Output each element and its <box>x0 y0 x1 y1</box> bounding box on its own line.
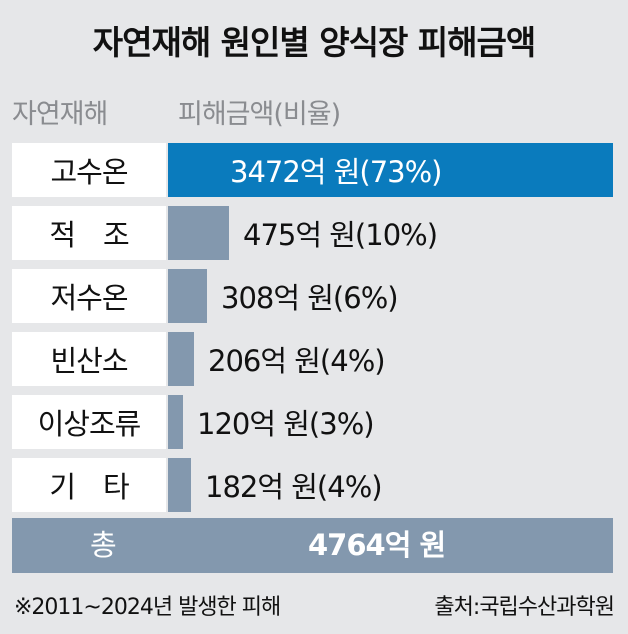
bar <box>168 332 194 386</box>
category-label: 이상조류 <box>12 395 166 449</box>
bar <box>168 269 207 323</box>
bar <box>168 458 191 512</box>
total-value: 4764억 원 <box>308 528 446 562</box>
value-label: 206억 원(4%) <box>208 344 386 378</box>
value-label: 3472억 원(73%) <box>230 155 442 189</box>
bar <box>168 395 183 449</box>
source-note: 출처:국립수산과학원 <box>434 595 615 620</box>
category-label: 기 타 <box>12 458 166 512</box>
category-label: 적 조 <box>12 206 166 260</box>
value-column-header: 피해금액(비율) <box>178 99 341 130</box>
total-label: 총 <box>90 528 117 562</box>
category-label: 고수온 <box>12 143 166 197</box>
value-label: 475억 원(10%) <box>243 218 438 252</box>
total-row: 총 4764억 원 <box>12 518 613 573</box>
category-column-header: 자연재해 <box>12 99 108 130</box>
value-label: 182억 원(4%) <box>205 470 383 504</box>
category-label: 저수온 <box>12 269 166 323</box>
footnote: ※2011~2024년 발생한 피해 <box>14 595 281 620</box>
value-label: 120억 원(3%) <box>197 407 375 441</box>
bar <box>168 143 613 197</box>
category-label: 빈산소 <box>12 332 166 386</box>
chart-title: 자연재해 원인별 양식장 피해금액 <box>92 23 537 62</box>
bar <box>168 206 229 260</box>
value-label: 308억 원(6%) <box>221 281 399 315</box>
